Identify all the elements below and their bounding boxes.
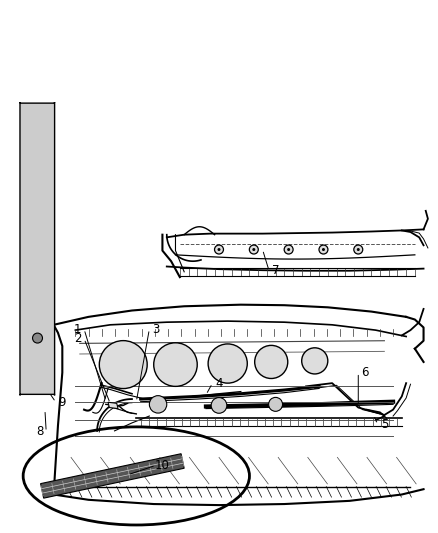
Circle shape	[319, 245, 328, 254]
Circle shape	[208, 344, 247, 383]
Polygon shape	[41, 454, 184, 498]
Circle shape	[354, 245, 363, 254]
Polygon shape	[108, 402, 118, 409]
Circle shape	[357, 248, 360, 251]
Text: 2: 2	[74, 332, 81, 345]
Circle shape	[287, 248, 290, 251]
Text: 9: 9	[59, 395, 66, 409]
Circle shape	[268, 398, 283, 411]
Circle shape	[154, 343, 197, 386]
Text: 3: 3	[152, 322, 159, 336]
Circle shape	[249, 245, 258, 254]
Circle shape	[254, 345, 288, 378]
Circle shape	[302, 348, 328, 374]
Circle shape	[252, 248, 255, 251]
Circle shape	[218, 248, 220, 251]
FancyBboxPatch shape	[20, 102, 55, 395]
Circle shape	[149, 395, 167, 413]
Circle shape	[322, 248, 325, 251]
Text: 1: 1	[74, 322, 81, 336]
Text: 6: 6	[361, 366, 368, 379]
Text: 5: 5	[381, 418, 388, 431]
Circle shape	[32, 333, 42, 343]
Text: 10: 10	[155, 459, 170, 472]
Text: 4: 4	[215, 377, 223, 390]
Text: 8: 8	[36, 425, 43, 439]
Circle shape	[284, 245, 293, 254]
Circle shape	[99, 341, 147, 389]
Circle shape	[215, 245, 223, 254]
Text: 7: 7	[272, 264, 279, 277]
Circle shape	[211, 398, 227, 413]
